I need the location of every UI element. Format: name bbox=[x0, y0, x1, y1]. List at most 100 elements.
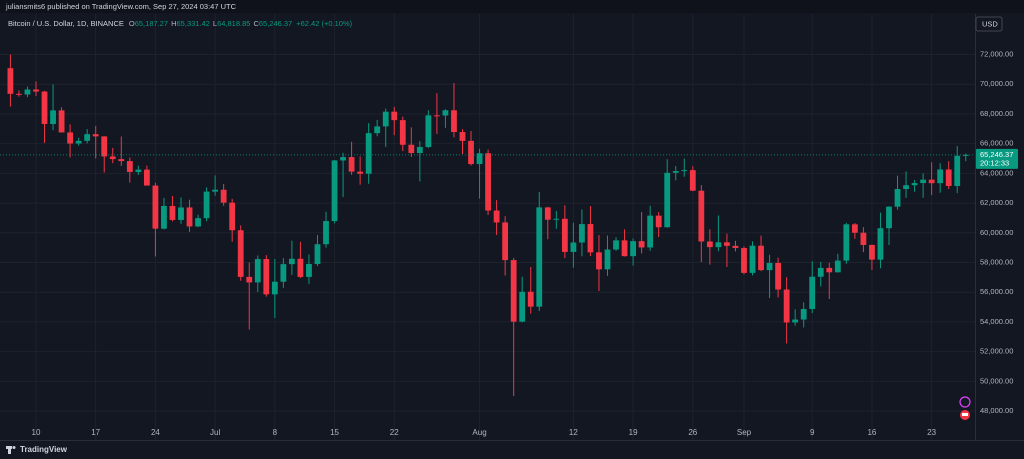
legend-key: O bbox=[129, 19, 135, 28]
candle-body bbox=[16, 93, 22, 95]
candle-body bbox=[587, 224, 594, 253]
publish-bar bbox=[0, 0, 1024, 13]
candle-body bbox=[331, 160, 338, 222]
logo-part bbox=[6, 446, 12, 449]
candle-body bbox=[459, 132, 466, 141]
candle-body bbox=[638, 241, 645, 248]
legend-value: 64,818.85 bbox=[217, 19, 250, 28]
candle-body bbox=[613, 240, 619, 250]
candle-body bbox=[536, 207, 543, 307]
x-tick-label: 23 bbox=[927, 428, 936, 437]
y-tick-label: 54,000.00 bbox=[980, 317, 1013, 326]
candle-body bbox=[732, 245, 739, 249]
candle-body bbox=[544, 207, 551, 220]
candle-body bbox=[288, 258, 295, 265]
legend-symbol: Bitcoin / U.S. Dollar, 1D, BINANCE bbox=[8, 19, 124, 28]
legend-value: 65,187.27 bbox=[135, 19, 168, 28]
candle-body bbox=[741, 248, 747, 273]
candle-body bbox=[920, 179, 927, 184]
candle-body bbox=[834, 260, 841, 273]
x-tick-label: Sep bbox=[737, 428, 752, 437]
candle-body bbox=[126, 161, 133, 172]
candle-body bbox=[434, 115, 440, 117]
x-tick-label: Aug bbox=[472, 428, 486, 437]
candle-body bbox=[67, 132, 74, 144]
candle-body bbox=[408, 144, 415, 153]
last-price-label: 65,246.37 bbox=[980, 150, 1013, 159]
candle-body bbox=[570, 242, 577, 252]
y-tick-label: 66,000.00 bbox=[980, 139, 1013, 148]
candle-body bbox=[843, 224, 850, 261]
candle-body bbox=[894, 189, 901, 207]
candle-body bbox=[886, 206, 892, 229]
candle-body bbox=[630, 241, 636, 257]
candle-body bbox=[297, 258, 304, 277]
event-icon-flag bbox=[962, 413, 968, 416]
candle-body bbox=[135, 169, 142, 172]
last-price-box bbox=[976, 148, 1018, 169]
y-tick-label: 58,000.00 bbox=[980, 257, 1013, 266]
candle-body bbox=[775, 262, 781, 290]
candle-body bbox=[945, 169, 952, 186]
candle-body bbox=[681, 170, 688, 172]
x-tick-label: 24 bbox=[151, 428, 160, 437]
y-tick-label: 62,000.00 bbox=[980, 198, 1013, 207]
candle-body bbox=[800, 309, 807, 320]
candle-body bbox=[323, 221, 329, 245]
candle-body bbox=[485, 153, 491, 211]
candle-body bbox=[604, 249, 611, 270]
footer-logo bbox=[6, 446, 16, 454]
candle-body bbox=[382, 111, 389, 127]
candle-body bbox=[962, 154, 969, 156]
candle-body bbox=[229, 202, 236, 231]
candle-body bbox=[621, 240, 628, 257]
candle-body bbox=[280, 264, 287, 282]
candle-body bbox=[254, 259, 261, 283]
candle-body bbox=[348, 157, 355, 172]
candle-body bbox=[715, 242, 722, 248]
candle-body bbox=[41, 91, 48, 125]
y-tick-label: 56,000.00 bbox=[980, 287, 1013, 296]
publisher-text: juliansmits6 published on TradingView.co… bbox=[5, 2, 237, 11]
y-tick-label: 48,000.00 bbox=[980, 406, 1013, 415]
candle-body bbox=[33, 89, 39, 92]
x-tick-label: 12 bbox=[569, 428, 578, 437]
alert-icon[interactable] bbox=[959, 396, 971, 408]
candle-body bbox=[143, 169, 150, 186]
y-tick-label: 64,000.00 bbox=[980, 168, 1013, 177]
legend-value: 65,331.42 bbox=[177, 19, 210, 28]
candle-body bbox=[195, 218, 201, 227]
countdown-label: 20:12:33 bbox=[980, 158, 1009, 167]
footer-brand: TradingView bbox=[20, 445, 68, 454]
y-tick-label: 72,000.00 bbox=[980, 50, 1013, 59]
candle-body bbox=[689, 170, 696, 191]
candle-body bbox=[869, 244, 875, 260]
currency-box[interactable] bbox=[975, 16, 1003, 32]
candle-body bbox=[698, 190, 705, 242]
candle-body bbox=[758, 245, 764, 271]
candle-body bbox=[101, 136, 108, 157]
candle-body bbox=[527, 291, 534, 307]
y-tick-label: 70,000.00 bbox=[980, 79, 1013, 88]
x-tick-label: 22 bbox=[390, 428, 399, 437]
candle-body bbox=[706, 241, 713, 248]
y-tick-label: 50,000.00 bbox=[980, 376, 1013, 385]
candle-body bbox=[178, 207, 184, 220]
candle-body bbox=[911, 183, 918, 186]
x-tick-label: 16 bbox=[867, 428, 876, 437]
candle-body bbox=[766, 262, 773, 271]
candle-body bbox=[724, 242, 730, 246]
candle-body bbox=[561, 218, 568, 252]
candle-body bbox=[416, 146, 423, 153]
candle-body bbox=[152, 185, 159, 229]
candle-body bbox=[493, 210, 500, 223]
candle-body bbox=[502, 222, 509, 261]
candle-body bbox=[391, 111, 398, 121]
candle-body bbox=[374, 126, 381, 134]
candle-body bbox=[263, 259, 270, 295]
candle-body bbox=[817, 267, 824, 277]
currency-label[interactable]: USD bbox=[982, 19, 998, 28]
x-tick-label: 10 bbox=[32, 428, 41, 437]
